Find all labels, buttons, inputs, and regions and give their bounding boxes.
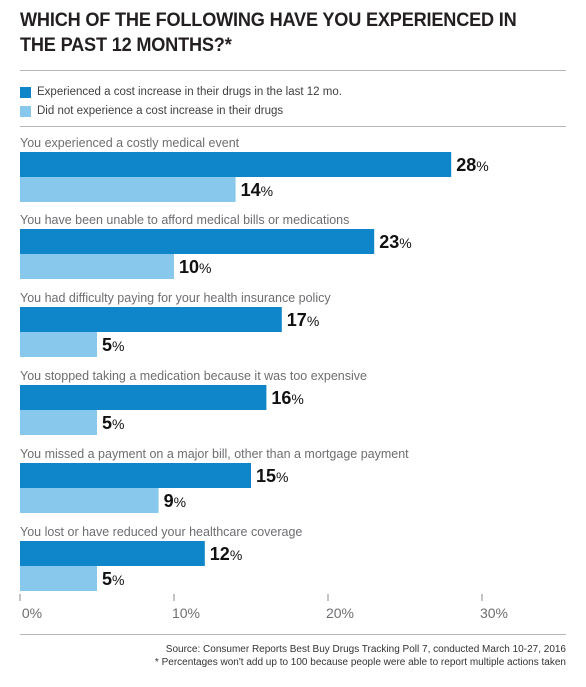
legend-item-no-increase: Did not experience a cost increase in th… (20, 104, 283, 118)
bar-value-label: 5% (102, 335, 124, 355)
bar-value-label: 17% (287, 310, 319, 330)
bar (20, 177, 236, 202)
bar-value-label: 9% (164, 491, 186, 511)
legend-label-no-increase: Did not experience a cost increase in th… (37, 105, 284, 117)
bar-value-label: 5% (102, 413, 124, 433)
legend-label-increase: Experienced a cost increase in their dru… (37, 86, 342, 98)
bar (20, 307, 282, 332)
category-label: You lost or have reduced your healthcare… (20, 525, 302, 539)
legend-item-increase: Experienced a cost increase in their dru… (20, 85, 342, 99)
bar (20, 229, 375, 254)
bar (20, 463, 251, 488)
bar (20, 566, 97, 591)
bar (20, 332, 97, 357)
category-label: You stopped taking a medication because … (20, 369, 367, 383)
bar (20, 488, 159, 513)
top-divider (20, 70, 566, 71)
bar-value-label: 10% (179, 257, 211, 277)
bar (20, 254, 174, 279)
bar (20, 152, 452, 177)
bar (20, 410, 97, 435)
bar-value-label: 16% (271, 388, 303, 408)
category-label: You had difficulty paying for your healt… (20, 291, 331, 305)
bar-value-label: 15% (256, 466, 288, 486)
source-note: Source: Consumer Reports Best Buy Drugs … (20, 643, 566, 669)
legend-swatch-increase (20, 86, 31, 98)
legend-divider (20, 126, 566, 127)
bar (20, 385, 267, 410)
legend-swatch-no-increase (20, 105, 31, 117)
footnote-text: * Percentages won't add up to 100 becaus… (154, 657, 566, 668)
category-label: You missed a payment on a major bill, ot… (20, 447, 409, 461)
x-tick-label: 0% (22, 605, 42, 621)
bar-value-label: 5% (102, 569, 124, 589)
chart-title: WHICH OF THE FOLLOWING HAVE YOU EXPERIEN… (20, 9, 517, 56)
x-tick-label: 20% (326, 605, 354, 621)
bar-value-label: 23% (379, 232, 411, 252)
bar-value-label: 14% (241, 180, 273, 200)
source-text: Source: Consumer Reports Best Buy Drugs … (165, 644, 566, 655)
x-tick-label: 30% (480, 605, 508, 621)
x-tick-label: 10% (172, 605, 200, 621)
bar-value-label: 12% (210, 544, 242, 564)
bar-value-label: 28% (456, 155, 488, 175)
category-label: You experienced a costly medical event (20, 136, 240, 150)
bar (20, 541, 205, 566)
category-label: You have been unable to afford medical b… (20, 213, 349, 227)
